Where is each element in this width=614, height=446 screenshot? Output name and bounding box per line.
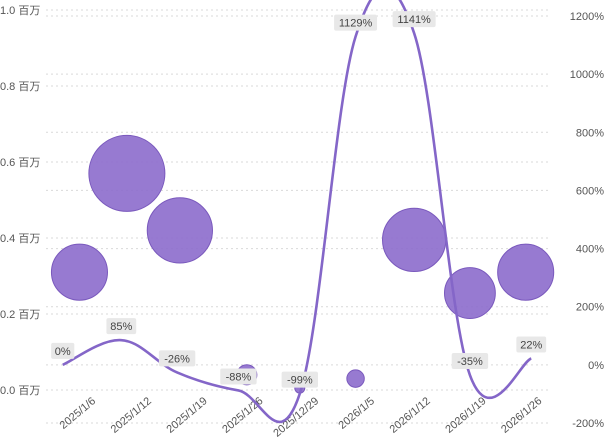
x-tick-label: 2025/1/12: [109, 395, 154, 436]
x-tick-label: 2026/1/5: [336, 395, 377, 432]
x-tick-label: 2025/1/19: [164, 395, 209, 436]
data-label: -88%: [226, 371, 252, 383]
data-label-bg: [106, 318, 137, 335]
data-label-bg: [451, 353, 489, 370]
right-tick-label: 1200%: [570, 11, 604, 23]
left-tick-label: 1.0 百万: [0, 5, 40, 17]
line-series: [62, 0, 532, 424]
left-tick-label: 0.8 百万: [0, 81, 40, 93]
bubble: [88, 134, 166, 212]
right-tick-label: 800%: [576, 127, 604, 139]
bubble: [382, 207, 447, 273]
right-tick-label: 200%: [576, 302, 604, 314]
right-tick-label: 0%: [588, 360, 604, 372]
left-tick-label: 0.2 百万: [0, 309, 40, 321]
bubble: [346, 369, 365, 388]
data-label: 1141%: [397, 14, 431, 26]
left-tick-label: 0.6 百万: [0, 157, 40, 169]
data-label-bg: [51, 342, 75, 359]
right-tick-label: -200%: [572, 418, 604, 430]
x-axis: 2025/1/6 2025/1/12 2025/1/19 2025/1/26 2025/…: [58, 395, 545, 440]
grid-lines: [46, 9, 548, 424]
data-label-bg: [334, 14, 378, 31]
right-axis: -200% 0% 200% 400% 600% 800% 1000% 1200%: [570, 11, 604, 430]
right-tick-label: 600%: [576, 185, 604, 197]
bubble: [443, 267, 496, 320]
bubble-series: [50, 134, 555, 394]
data-label: -26%: [164, 353, 190, 365]
data-label: 1129%: [339, 18, 373, 30]
data-label: -99%: [287, 375, 313, 387]
data-label-bg: [392, 11, 436, 28]
data-label: 0%: [55, 346, 71, 358]
right-tick-label: 400%: [576, 244, 604, 256]
bubble: [146, 197, 213, 264]
data-label-bg: [220, 368, 257, 385]
bubble: [497, 243, 555, 301]
x-tick-label: 2026/1/26: [499, 395, 544, 436]
data-label: 22%: [520, 339, 542, 351]
x-tick-label: 2025/1/6: [58, 395, 99, 432]
left-axis: 0.0 百万 0.2 百万 0.4 百万 0.6 百万 0.8 百万 1.0 百万: [0, 5, 40, 397]
bubble: [50, 243, 108, 301]
x-tick-label: 2026/1/19: [443, 395, 488, 436]
data-label: -35%: [457, 356, 483, 368]
left-tick-label: 0.4 百万: [0, 233, 40, 245]
data-label-bg: [281, 371, 318, 388]
right-tick-label: 1000%: [570, 69, 604, 81]
data-label-bg: [158, 350, 196, 367]
line-path: [62, 0, 532, 424]
x-tick-label: 2025/1/26: [220, 395, 265, 436]
x-tick-label: 2026/1/12: [388, 395, 433, 436]
data-label-bg: [516, 336, 547, 353]
data-label: 85%: [110, 321, 132, 333]
left-tick-label: 0.0 百万: [0, 385, 40, 397]
data-labels: 0% 85% -26% -88% -99% 1129% 1141% -35% 22%: [51, 11, 547, 388]
